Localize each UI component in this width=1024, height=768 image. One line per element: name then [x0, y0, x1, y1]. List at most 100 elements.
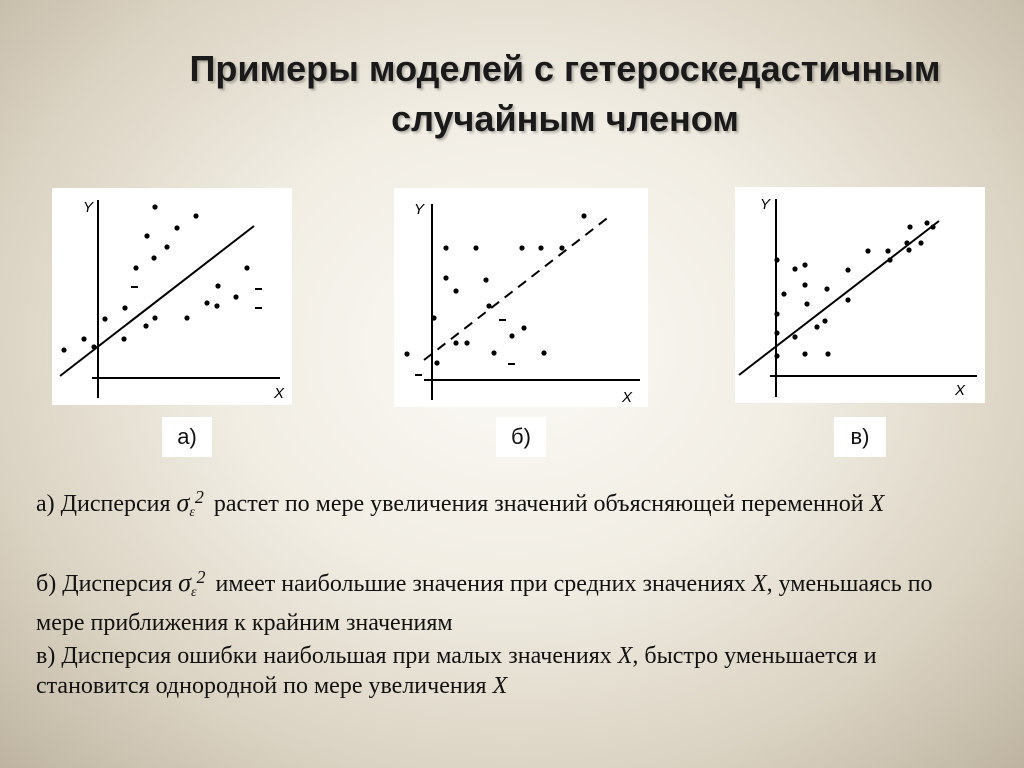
data-point	[541, 350, 547, 356]
y-axis-label: Y	[414, 201, 425, 218]
data-point	[885, 248, 891, 254]
data-point	[774, 257, 780, 263]
desc-b-text-2: , уменьшаясь по мере приближения к крайн…	[36, 571, 933, 636]
data-point	[121, 336, 127, 342]
caption-b: б)	[496, 417, 546, 457]
data-point	[483, 277, 489, 283]
data-point	[143, 323, 149, 329]
data-point	[774, 311, 780, 317]
data-point	[233, 294, 239, 300]
scatter-panel-c: Y X	[735, 187, 985, 403]
data-point	[906, 247, 912, 253]
data-point	[792, 334, 798, 340]
data-point	[81, 336, 87, 342]
data-point	[804, 301, 810, 307]
regression-line	[738, 220, 940, 376]
data-point	[215, 283, 221, 289]
data-point	[204, 300, 210, 306]
data-point	[802, 351, 808, 357]
data-point	[174, 225, 180, 231]
data-point	[781, 291, 787, 297]
sigma-symbol: σε2	[178, 567, 206, 600]
data-point	[519, 245, 525, 251]
data-point	[434, 360, 440, 366]
title-line-1: Примеры моделей с гетероскедастичным	[189, 48, 941, 89]
description-b: б) Дисперсия σε2 имеет наибольшие значени…	[36, 562, 986, 638]
data-point	[415, 374, 422, 376]
scatter-plot-c: Y X	[738, 196, 977, 399]
data-point	[814, 324, 820, 330]
data-point	[164, 244, 170, 250]
data-point	[918, 240, 924, 246]
caption-a: а)	[162, 417, 212, 457]
data-point	[865, 248, 871, 254]
data-point	[802, 282, 808, 288]
data-point	[453, 288, 459, 294]
data-point	[131, 286, 138, 288]
desc-b-var: X	[751, 571, 767, 597]
data-point	[904, 240, 910, 246]
caption-c: в)	[834, 417, 886, 457]
scatter-panel-b: Y X	[394, 188, 648, 407]
data-point	[499, 319, 506, 321]
scatter-panel-a: Y X	[52, 188, 292, 405]
data-point	[464, 340, 470, 346]
data-point	[122, 305, 128, 311]
data-point	[431, 315, 437, 321]
data-point	[907, 224, 913, 230]
data-point	[845, 267, 851, 273]
x-axis-label: X	[954, 382, 966, 399]
data-point	[887, 257, 893, 263]
data-point	[255, 307, 262, 309]
data-point	[508, 363, 515, 365]
data-point	[144, 233, 150, 239]
data-point	[521, 325, 527, 331]
data-point	[581, 213, 587, 219]
data-point	[152, 204, 158, 210]
desc-b-prefix: б) Дисперсия	[36, 571, 173, 597]
data-point	[509, 333, 515, 339]
data-point	[491, 350, 497, 356]
scatter-plot-b: Y X	[404, 201, 640, 406]
data-point	[61, 347, 67, 353]
regression-line	[59, 225, 255, 377]
data-point	[91, 344, 97, 350]
desc-c-var-2: X	[492, 673, 508, 699]
data-point	[453, 340, 459, 346]
data-point	[930, 224, 936, 230]
data-point	[538, 245, 544, 251]
data-point	[825, 351, 831, 357]
data-point	[822, 318, 828, 324]
data-point	[824, 286, 830, 292]
data-point	[404, 351, 410, 357]
desc-c-text-2: , быстро уменьшается и становится одноро…	[36, 643, 877, 699]
y-axis-label: Y	[83, 199, 94, 216]
slide-title: Примеры моделей с гетероскедастичным слу…	[100, 44, 1024, 144]
regression-line	[423, 215, 611, 361]
data-point	[486, 303, 492, 309]
data-point	[193, 213, 199, 219]
data-point	[792, 266, 798, 272]
data-point	[184, 315, 190, 321]
description-a: а) Дисперсия σε2 растет по мере увеличени…	[36, 482, 986, 528]
data-point	[774, 330, 780, 336]
sigma-symbol: σε2	[176, 487, 204, 520]
data-point	[802, 262, 808, 268]
title-line-2: случайным членом	[391, 98, 739, 139]
data-point	[102, 316, 108, 322]
data-point	[133, 265, 139, 271]
y-axis-label: Y	[760, 196, 771, 213]
data-point	[151, 255, 157, 261]
desc-b-text-1: имеет наибольшие значения при средних зн…	[215, 571, 746, 597]
desc-c-var-1: X	[617, 643, 633, 669]
data-point	[845, 297, 851, 303]
data-point	[443, 275, 449, 281]
scatter-plot-a: Y X	[59, 199, 285, 402]
desc-a-prefix: а) Дисперсия	[36, 491, 171, 517]
data-point	[214, 303, 220, 309]
description-c: в) Дисперсия ошибки наибольшая при малых…	[36, 641, 986, 701]
data-point	[443, 245, 449, 251]
desc-a-var: X	[869, 491, 885, 517]
data-point	[244, 265, 250, 271]
desc-a-text: растет по мере увеличения значений объяс…	[213, 491, 864, 517]
